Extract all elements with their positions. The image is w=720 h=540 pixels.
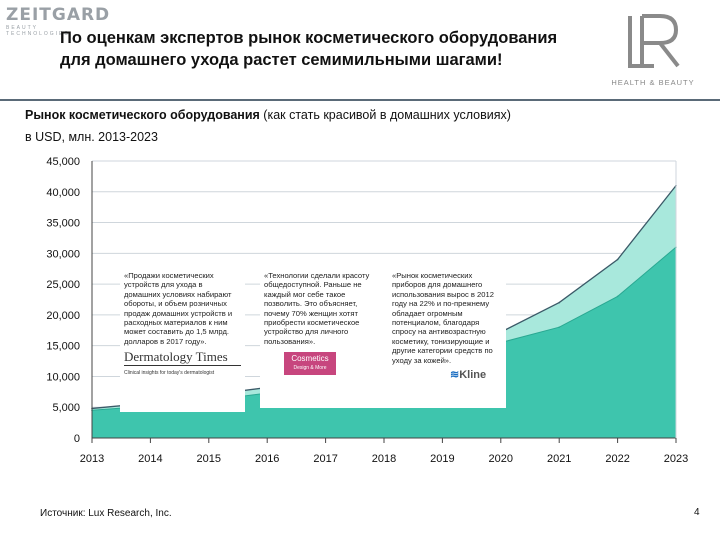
y-tick-label: 10,000 (46, 371, 80, 383)
data-point (558, 326, 560, 329)
zeitgard-logo-subtext: BEAUTY TECHNOLOGIES (6, 25, 70, 37)
kline-badge: ≋Kline (450, 369, 502, 382)
dermatology-times-name: Dermatology Times (124, 349, 228, 365)
source-note: Источник: Lux Research, Inc. (40, 508, 172, 519)
chart-subtitle-bold: Рынок косметического оборудования (25, 108, 260, 122)
x-tick-label: 2014 (138, 453, 162, 465)
zeitgard-logo-text: ZEITGARD (6, 5, 111, 25)
kline-mark-icon: ≋ (450, 369, 460, 382)
zeitgard-logo: ZEITGARD BEAUTY TECHNOLOGIES (6, 5, 111, 37)
callout-dermatology-text: «Продажи косметических устройств для ухо… (124, 271, 233, 346)
cosmetics-badge: Cosmetics Design & More (284, 352, 336, 376)
x-tick-label: 2019 (430, 453, 454, 465)
cosmetics-badge-tag: Design & More (293, 364, 327, 371)
data-point (616, 258, 619, 261)
lr-logo-mark (628, 14, 680, 68)
data-point (616, 295, 619, 298)
page-title: По оценкам экспертов рынок косметическог… (60, 29, 558, 69)
y-tick-label: 0 (74, 433, 80, 445)
chart-units: в USD, млн. 2013-2023 (25, 130, 158, 144)
x-tick-label: 2021 (547, 453, 571, 465)
x-tick-label: 2018 (372, 453, 396, 465)
x-tick-label: 2015 (197, 453, 221, 465)
x-tick-label: 2016 (255, 453, 279, 465)
data-point (558, 301, 560, 304)
x-tick-label: 2013 (80, 453, 104, 465)
chart-subtitle: Рынок косметического оборудования (как с… (25, 108, 511, 122)
header-divider (0, 99, 720, 101)
cosmetics-badge-name: Cosmetics (291, 354, 329, 364)
page-number: 4 (694, 507, 700, 518)
y-tick-label: 25,000 (46, 279, 80, 291)
chart-subtitle-rest: (как стать красивой в домашних условиях) (259, 108, 511, 122)
callout-kline: «Рынок косметических приборов для домашн… (388, 268, 506, 408)
dermatology-times-tag: Clinical insights for today's dermatolog… (124, 369, 215, 376)
callout-kline-text: «Рынок косметических приборов для домашн… (392, 271, 494, 365)
callout-dermatology: «Продажи косметических устройств для ухо… (120, 268, 245, 412)
y-tick-label: 35,000 (46, 218, 80, 230)
lr-logo: HEALTH & BEAUTY (598, 14, 708, 94)
kline-badge-name: Kline (459, 369, 487, 382)
x-tick-label: 2017 (313, 453, 337, 465)
y-tick-label: 30,000 (46, 248, 80, 260)
lr-logo-tagline: HEALTH & BEAUTY (611, 78, 695, 87)
y-tick-label: 40,000 (46, 187, 80, 199)
y-tick-label: 5,000 (52, 402, 80, 414)
callout-cosmetics: «Технологии сделали красоту общедоступно… (260, 268, 388, 408)
callout-cosmetics-text: «Технологии сделали красоту общедоступно… (264, 271, 370, 346)
x-tick-label: 2023 (664, 453, 688, 465)
y-tick-label: 20,000 (46, 310, 80, 322)
y-tick-label: 15,000 (46, 341, 80, 353)
area-series-0 (92, 247, 676, 438)
y-tick-label: 45,000 (46, 156, 80, 168)
x-tick-label: 2022 (605, 453, 629, 465)
dermatology-times-badge: Dermatology Times Clinical insights for … (124, 349, 241, 378)
x-tick-label: 2020 (489, 453, 513, 465)
